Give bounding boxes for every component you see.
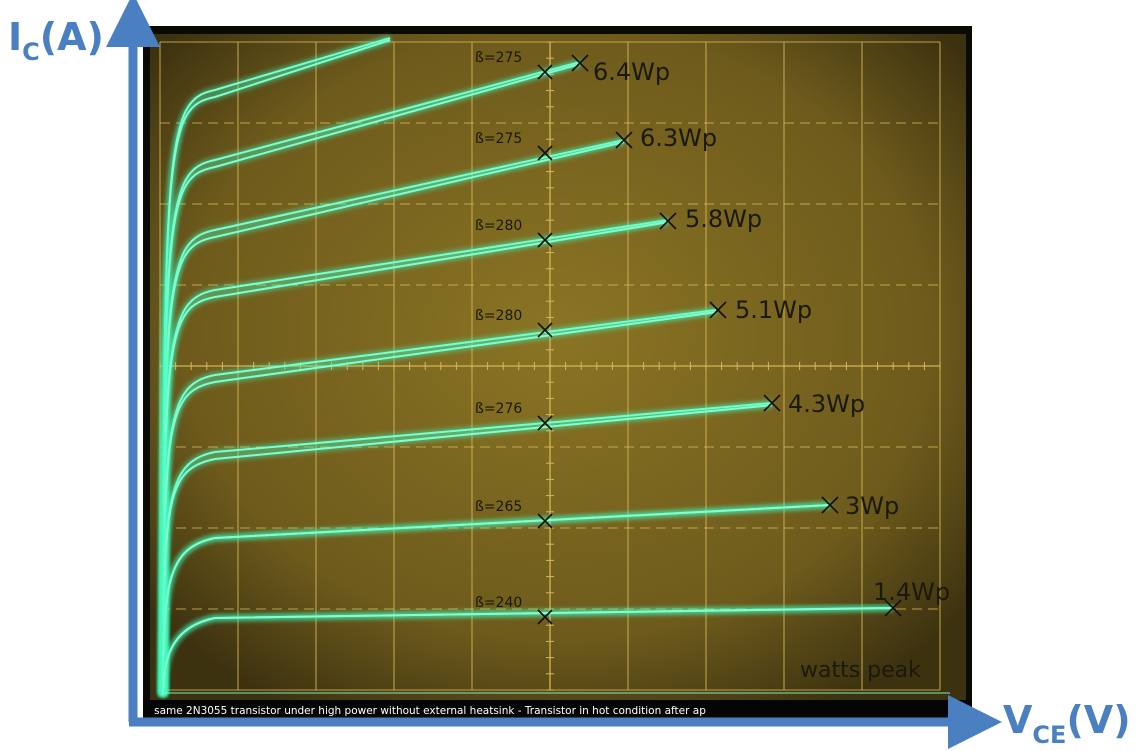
scene: ß=275 6.4Wp ß=275 6.3Wp ß=280 5.8Wp ß=280 5.1Wp… (0, 0, 1146, 751)
power-label: 4.3Wp (788, 390, 865, 418)
beta-label: ß=275 (475, 50, 522, 66)
caption: same 2N3055 transistor under high power … (154, 705, 706, 717)
power-label: 3Wp (845, 492, 899, 520)
power-label: 1.4Wp (873, 578, 950, 606)
beta-label: ß=265 (475, 499, 522, 515)
power-label: 5.1Wp (735, 296, 812, 324)
beta-label: ß=276 (475, 401, 522, 417)
beta-label: ß=275 (475, 131, 522, 147)
power-label: 6.3Wp (640, 124, 717, 152)
beta-label: ß=280 (475, 218, 522, 234)
note: watts peak (800, 658, 921, 683)
power-label: 5.8Wp (685, 205, 762, 233)
y-axis-label: IC(A) (8, 15, 104, 66)
beta-label: ß=280 (475, 308, 522, 324)
beta-label: ß=240 (475, 595, 522, 611)
power-label: 6.4Wp (593, 58, 670, 86)
x-axis-label: VCE(V) (1003, 698, 1131, 749)
